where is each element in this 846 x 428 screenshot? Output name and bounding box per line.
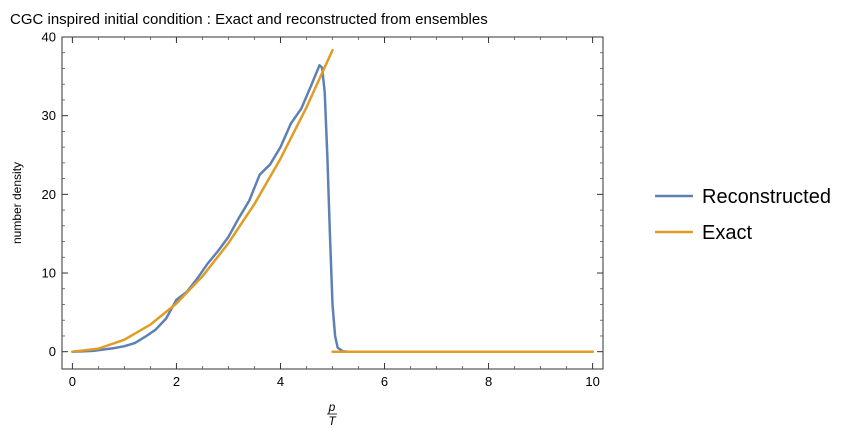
series-line-reconstructed — [71, 64, 594, 353]
x-tick-label: 2 — [173, 374, 180, 389]
x-tick-label: 10 — [585, 374, 599, 389]
legend-label-exact: Exact — [702, 222, 752, 244]
y-tick-label: 0 — [49, 344, 56, 359]
x-tick-label: 4 — [277, 374, 284, 389]
chart-title: CGC inspired initial condition : Exact a… — [10, 11, 488, 28]
legend: Reconstructed Exact — [655, 186, 831, 244]
x-tick-label: 0 — [69, 374, 76, 389]
legend-item-reconstructed: Reconstructed — [655, 186, 831, 208]
series-layer — [71, 48, 594, 353]
x-axis-label: p T — [327, 400, 337, 428]
x-tick-label: 8 — [485, 374, 492, 389]
x-axis-label-numerator: p — [328, 400, 336, 414]
x-tick-label: 6 — [381, 374, 388, 389]
x-axis: 0 2 4 6 8 10 — [69, 37, 600, 389]
legend-item-exact: Exact — [655, 222, 752, 244]
y-axis: 0 10 20 30 40 — [42, 30, 603, 359]
y-tick-label: 20 — [42, 187, 56, 202]
y-tick-label: 30 — [42, 108, 56, 123]
y-axis-label: number density — [10, 162, 24, 244]
y-tick-label: 40 — [42, 30, 56, 45]
legend-label-reconstructed: Reconstructed — [702, 186, 831, 208]
y-tick-label: 10 — [42, 266, 56, 281]
x-axis-label-denominator: T — [328, 414, 337, 428]
series-line-exact — [71, 48, 594, 353]
